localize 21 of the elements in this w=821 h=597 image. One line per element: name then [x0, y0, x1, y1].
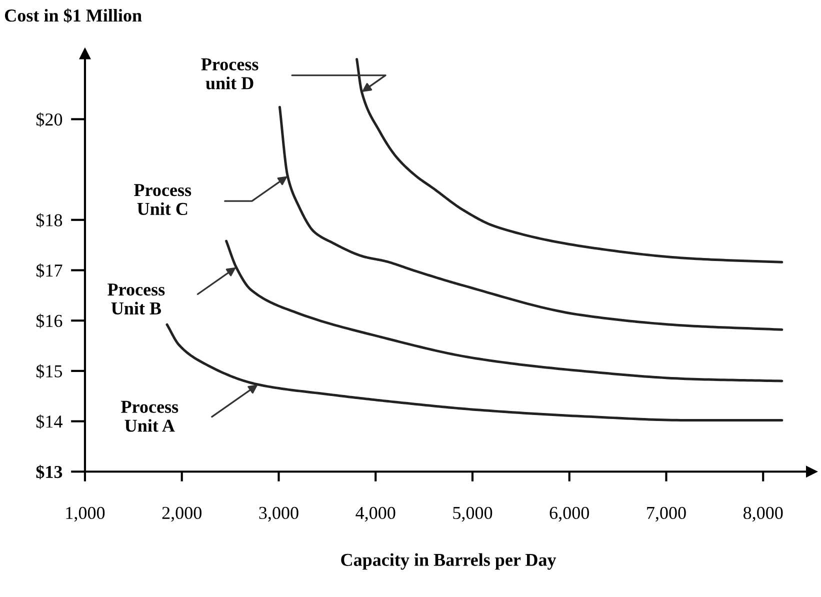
- x-tick-label: 1,000: [66, 506, 105, 522]
- x-tick-label: 3,000: [259, 506, 298, 522]
- y-tick-label: $14: [36, 414, 62, 429]
- y-tick-label: $16: [36, 314, 62, 328]
- y-tick-label: $13: [36, 464, 62, 480]
- x-tick-label: 8,000: [743, 506, 783, 522]
- y-tick-label: $18: [36, 213, 62, 228]
- x-tick-label: 2,000: [162, 506, 202, 522]
- y-tick-label: $20: [36, 112, 62, 127]
- x-tick-label: 6,000: [550, 506, 589, 522]
- x-tick-label: 5,000: [453, 506, 492, 522]
- y-tick-label: $17: [36, 263, 62, 278]
- x-tick-label: 7,000: [647, 506, 686, 522]
- x-tick-label: 4,000: [356, 506, 396, 522]
- annotation: Process unit D: [201, 58, 258, 90]
- y-axis-title: Cost in $1 Million: [4, 8, 142, 23]
- annotation: Process Unit C: [134, 184, 192, 216]
- x-axis-title: Capacity in Barrels per Day: [341, 553, 556, 570]
- annotation: Process Unit B: [108, 284, 165, 315]
- annotation: Process Unit A: [121, 400, 178, 432]
- y-tick-label: $15: [36, 364, 62, 379]
